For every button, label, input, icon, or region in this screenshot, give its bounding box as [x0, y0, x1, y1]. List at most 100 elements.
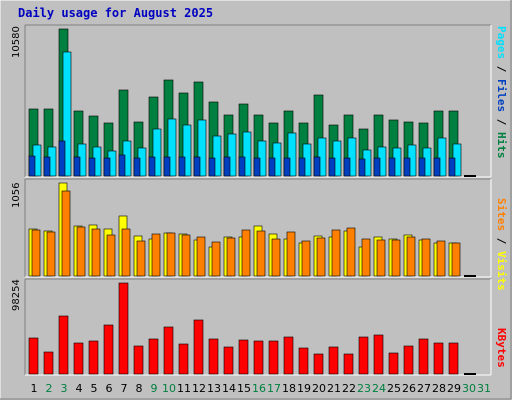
bar-pages-day-4	[73, 156, 81, 177]
bar-kbytes-day-9	[148, 338, 159, 375]
bar-files-day-10	[167, 118, 177, 177]
day-label-6: 6	[105, 382, 113, 395]
bar-pages-day-11	[178, 156, 186, 177]
bar-kbytes-day-21	[328, 346, 339, 375]
day-label-3: 3	[60, 382, 68, 395]
bar-sites-day-24	[376, 239, 386, 277]
bar-files-day-3	[62, 51, 72, 177]
bar-kbytes-day-20	[313, 353, 324, 375]
bar-kbytes-day-14	[223, 346, 234, 375]
bar-kbytes-day-2	[43, 351, 54, 375]
bar-kbytes-day-7	[118, 282, 129, 375]
day-label-18: 18	[282, 382, 296, 395]
day-label-12: 12	[192, 382, 206, 395]
middle-ymax-label: 1056	[11, 182, 22, 208]
bar-files-day-12	[197, 119, 207, 177]
bar-sites-day-3	[61, 190, 71, 277]
day-label-27: 27	[417, 382, 431, 395]
legend-visits: Visits	[495, 251, 508, 291]
bar-kbytes-day-8	[133, 345, 144, 375]
bar-sites-day-7	[121, 228, 131, 277]
day-label-23: 23	[357, 382, 371, 395]
bar-kbytes-day-16	[253, 340, 264, 375]
bar-kbytes-day-19	[298, 347, 309, 375]
bar-sites-day-21	[331, 229, 341, 277]
day-label-10: 10	[162, 382, 176, 395]
bar-pages-day-3	[58, 140, 66, 177]
bar-sites-day-26	[406, 236, 416, 277]
bar-kbytes-day-15	[238, 339, 249, 375]
bar-files-day-9	[152, 128, 162, 177]
day-label-19: 19	[297, 382, 311, 395]
bar-pages-day-12	[193, 156, 201, 177]
bar-pages-day-19	[298, 157, 306, 177]
bar-kbytes-day-13	[208, 338, 219, 375]
bar-kbytes-day-22	[343, 353, 354, 375]
bar-sites-day-11	[181, 234, 191, 277]
bar-sites-day-4	[76, 226, 86, 277]
bar-kbytes-day-5	[88, 340, 99, 375]
day-label-14: 14	[222, 382, 236, 395]
bar-files-day-22	[347, 137, 357, 177]
bar-kbytes-day-23	[358, 336, 369, 375]
bar-kbytes-day-18	[283, 336, 294, 375]
bar-files-day-18	[287, 132, 297, 177]
day-label-9: 9	[150, 382, 158, 395]
day-label-13: 13	[207, 382, 221, 395]
bar-sites-day-15	[241, 229, 251, 277]
bar-sites-day-20	[316, 237, 326, 277]
bar-files-day-11	[182, 124, 192, 177]
bar-kbytes-day-3	[58, 315, 69, 375]
bar-kbytes-day-29	[448, 342, 459, 375]
bar-kbytes-day-26	[403, 345, 414, 375]
bar-pages-day-29	[448, 157, 456, 177]
bar-pages-day-17	[268, 157, 276, 177]
bar-pages-day-16	[253, 157, 261, 177]
bar-sites-day-14	[226, 237, 236, 277]
legend-middle: Sites / Visits	[495, 198, 508, 291]
bar-kbytes-day-4	[73, 342, 84, 375]
bar-kbytes-day-11	[178, 343, 189, 375]
day-label-17: 17	[267, 382, 281, 395]
bar-kbytes-day-12	[193, 319, 204, 375]
day-label-24: 24	[372, 382, 386, 395]
day-label-2: 2	[45, 382, 53, 395]
day-label-28: 28	[432, 382, 446, 395]
bar-pages-day-10	[163, 156, 171, 177]
bar-sites-day-17	[271, 238, 281, 277]
bar-pages-day-13	[208, 157, 216, 177]
day-label-8: 8	[135, 382, 143, 395]
day-label-4: 4	[75, 382, 83, 395]
bar-sites-day-13	[211, 241, 221, 277]
bar-pages-day-15	[238, 156, 246, 177]
bar-pages-day-24	[373, 157, 381, 177]
bar-pages-day-9	[148, 156, 156, 177]
legend-kbytes: KBytes	[495, 328, 508, 368]
bar-sites-day-2	[46, 231, 56, 277]
bar-files-day-13	[212, 135, 222, 177]
bottom-ymax-label: 98254	[11, 279, 22, 311]
day-label-11: 11	[177, 382, 191, 395]
day-label-22: 22	[342, 382, 356, 395]
bar-sites-day-28	[436, 240, 446, 277]
bar-files-day-28	[437, 137, 447, 177]
day-label-21: 21	[327, 382, 341, 395]
legend-files: Files	[495, 79, 508, 113]
bar-kbytes-day-17	[268, 340, 279, 375]
bar-sites-day-29	[451, 242, 461, 277]
bar-sites-day-18	[286, 231, 296, 277]
bar-files-day-15	[242, 131, 252, 177]
day-label-1: 1	[30, 382, 38, 395]
day-label-25: 25	[387, 382, 401, 395]
bar-pages-day-1	[28, 155, 36, 177]
bar-pages-day-28	[433, 157, 441, 177]
legend-pages: Pages	[495, 26, 508, 60]
legend-top: Pages / Files / Hits	[495, 26, 508, 159]
bar-sites-day-12	[196, 236, 206, 277]
bar-pages-day-25	[388, 157, 396, 177]
bar-sites-day-9	[151, 233, 161, 277]
bar-pages-day-7	[118, 154, 126, 177]
bar-kbytes-day-25	[388, 352, 399, 375]
day-label-16: 16	[252, 382, 266, 395]
legend-bottom: KBytes	[495, 328, 508, 368]
